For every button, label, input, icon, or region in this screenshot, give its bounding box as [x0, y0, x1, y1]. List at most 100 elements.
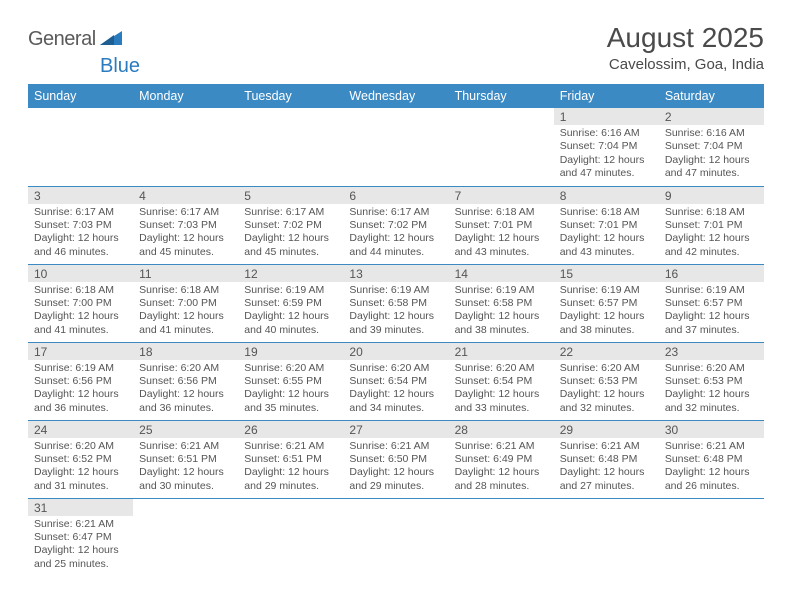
day-details: Sunrise: 6:18 AMSunset: 7:01 PMDaylight:…	[449, 204, 554, 264]
sunrise-text: Sunrise: 6:18 AM	[455, 206, 548, 219]
sunset-text: Sunset: 6:54 PM	[455, 375, 548, 388]
day-details: Sunrise: 6:17 AMSunset: 7:02 PMDaylight:…	[238, 204, 343, 264]
sunrise-text: Sunrise: 6:18 AM	[665, 206, 758, 219]
calendar-day-cell: 1Sunrise: 6:16 AMSunset: 7:04 PMDaylight…	[554, 108, 659, 186]
day-number: 14	[449, 265, 554, 282]
calendar-day-cell: 31Sunrise: 6:21 AMSunset: 6:47 PMDayligh…	[28, 498, 133, 576]
sunset-text: Sunset: 6:58 PM	[455, 297, 548, 310]
daylight-text: Daylight: 12 hours and 45 minutes.	[244, 232, 337, 259]
day-details: Sunrise: 6:19 AMSunset: 6:57 PMDaylight:…	[659, 282, 764, 342]
calendar-day-cell: 25Sunrise: 6:21 AMSunset: 6:51 PMDayligh…	[133, 420, 238, 498]
daylight-text: Daylight: 12 hours and 42 minutes.	[665, 232, 758, 259]
calendar-day-cell: 22Sunrise: 6:20 AMSunset: 6:53 PMDayligh…	[554, 342, 659, 420]
day-details: Sunrise: 6:20 AMSunset: 6:53 PMDaylight:…	[659, 360, 764, 420]
sunset-text: Sunset: 6:48 PM	[560, 453, 653, 466]
calendar-day-cell	[133, 108, 238, 186]
day-details: Sunrise: 6:21 AMSunset: 6:50 PMDaylight:…	[343, 438, 448, 498]
calendar-day-cell: 20Sunrise: 6:20 AMSunset: 6:54 PMDayligh…	[343, 342, 448, 420]
day-details: Sunrise: 6:20 AMSunset: 6:52 PMDaylight:…	[28, 438, 133, 498]
calendar-day-cell: 14Sunrise: 6:19 AMSunset: 6:58 PMDayligh…	[449, 264, 554, 342]
daylight-text: Daylight: 12 hours and 29 minutes.	[244, 466, 337, 493]
day-number: 16	[659, 265, 764, 282]
sunset-text: Sunset: 6:52 PM	[34, 453, 127, 466]
calendar-day-cell: 6Sunrise: 6:17 AMSunset: 7:02 PMDaylight…	[343, 186, 448, 264]
day-number: 30	[659, 421, 764, 438]
daylight-text: Daylight: 12 hours and 31 minutes.	[34, 466, 127, 493]
sunset-text: Sunset: 7:01 PM	[560, 219, 653, 232]
logo-triangle-icon	[100, 29, 122, 50]
calendar-day-cell	[28, 108, 133, 186]
sunrise-text: Sunrise: 6:17 AM	[244, 206, 337, 219]
day-number	[238, 108, 343, 125]
day-details: Sunrise: 6:18 AMSunset: 7:00 PMDaylight:…	[28, 282, 133, 342]
weekday-header: Thursday	[449, 84, 554, 108]
daylight-text: Daylight: 12 hours and 29 minutes.	[349, 466, 442, 493]
calendar-day-cell: 8Sunrise: 6:18 AMSunset: 7:01 PMDaylight…	[554, 186, 659, 264]
daylight-text: Daylight: 12 hours and 25 minutes.	[34, 544, 127, 571]
weekday-header: Sunday	[28, 84, 133, 108]
sunrise-text: Sunrise: 6:19 AM	[455, 284, 548, 297]
day-number: 9	[659, 187, 764, 204]
sunset-text: Sunset: 7:04 PM	[665, 140, 758, 153]
sunset-text: Sunset: 6:50 PM	[349, 453, 442, 466]
sunset-text: Sunset: 7:00 PM	[34, 297, 127, 310]
day-number: 24	[28, 421, 133, 438]
calendar-day-cell	[133, 498, 238, 576]
daylight-text: Daylight: 12 hours and 41 minutes.	[139, 310, 232, 337]
sunrise-text: Sunrise: 6:18 AM	[560, 206, 653, 219]
day-number	[343, 499, 448, 516]
sunset-text: Sunset: 6:51 PM	[139, 453, 232, 466]
sunrise-text: Sunrise: 6:17 AM	[139, 206, 232, 219]
sunset-text: Sunset: 6:49 PM	[455, 453, 548, 466]
calendar-week-row: 24Sunrise: 6:20 AMSunset: 6:52 PMDayligh…	[28, 420, 764, 498]
calendar-week-row: 3Sunrise: 6:17 AMSunset: 7:03 PMDaylight…	[28, 186, 764, 264]
sunrise-text: Sunrise: 6:19 AM	[34, 362, 127, 375]
calendar-week-row: 10Sunrise: 6:18 AMSunset: 7:00 PMDayligh…	[28, 264, 764, 342]
day-details: Sunrise: 6:19 AMSunset: 6:59 PMDaylight:…	[238, 282, 343, 342]
calendar-day-cell	[449, 108, 554, 186]
daylight-text: Daylight: 12 hours and 34 minutes.	[349, 388, 442, 415]
daylight-text: Daylight: 12 hours and 36 minutes.	[139, 388, 232, 415]
calendar-page: General August 2025 Cavelossim, Goa, Ind…	[0, 0, 792, 576]
sunrise-text: Sunrise: 6:21 AM	[455, 440, 548, 453]
day-number: 27	[343, 421, 448, 438]
day-number: 1	[554, 108, 659, 125]
sunset-text: Sunset: 6:58 PM	[349, 297, 442, 310]
sunset-text: Sunset: 7:01 PM	[665, 219, 758, 232]
day-details: Sunrise: 6:17 AMSunset: 7:02 PMDaylight:…	[343, 204, 448, 264]
day-number	[133, 108, 238, 125]
day-number: 25	[133, 421, 238, 438]
day-details: Sunrise: 6:20 AMSunset: 6:53 PMDaylight:…	[554, 360, 659, 420]
sunset-text: Sunset: 6:56 PM	[34, 375, 127, 388]
sunrise-text: Sunrise: 6:20 AM	[560, 362, 653, 375]
day-details: Sunrise: 6:16 AMSunset: 7:04 PMDaylight:…	[554, 125, 659, 185]
day-details: Sunrise: 6:18 AMSunset: 7:01 PMDaylight:…	[554, 204, 659, 264]
day-details: Sunrise: 6:19 AMSunset: 6:57 PMDaylight:…	[554, 282, 659, 342]
sunrise-text: Sunrise: 6:19 AM	[665, 284, 758, 297]
sunrise-text: Sunrise: 6:21 AM	[244, 440, 337, 453]
sunrise-text: Sunrise: 6:21 AM	[349, 440, 442, 453]
day-number: 17	[28, 343, 133, 360]
sunset-text: Sunset: 6:57 PM	[560, 297, 653, 310]
calendar-day-cell: 12Sunrise: 6:19 AMSunset: 6:59 PMDayligh…	[238, 264, 343, 342]
day-number: 11	[133, 265, 238, 282]
sunrise-text: Sunrise: 6:19 AM	[244, 284, 337, 297]
calendar-week-row: 17Sunrise: 6:19 AMSunset: 6:56 PMDayligh…	[28, 342, 764, 420]
calendar-day-cell: 23Sunrise: 6:20 AMSunset: 6:53 PMDayligh…	[659, 342, 764, 420]
day-number: 4	[133, 187, 238, 204]
sunset-text: Sunset: 6:56 PM	[139, 375, 232, 388]
calendar-day-cell: 2Sunrise: 6:16 AMSunset: 7:04 PMDaylight…	[659, 108, 764, 186]
day-details: Sunrise: 6:19 AMSunset: 6:58 PMDaylight:…	[449, 282, 554, 342]
calendar-day-cell	[238, 498, 343, 576]
sunrise-text: Sunrise: 6:21 AM	[560, 440, 653, 453]
calendar-day-cell: 24Sunrise: 6:20 AMSunset: 6:52 PMDayligh…	[28, 420, 133, 498]
daylight-text: Daylight: 12 hours and 40 minutes.	[244, 310, 337, 337]
calendar-day-cell: 3Sunrise: 6:17 AMSunset: 7:03 PMDaylight…	[28, 186, 133, 264]
daylight-text: Daylight: 12 hours and 46 minutes.	[34, 232, 127, 259]
daylight-text: Daylight: 12 hours and 47 minutes.	[665, 154, 758, 181]
daylight-text: Daylight: 12 hours and 38 minutes.	[560, 310, 653, 337]
day-number: 12	[238, 265, 343, 282]
day-number: 29	[554, 421, 659, 438]
daylight-text: Daylight: 12 hours and 47 minutes.	[560, 154, 653, 181]
day-number	[659, 499, 764, 516]
